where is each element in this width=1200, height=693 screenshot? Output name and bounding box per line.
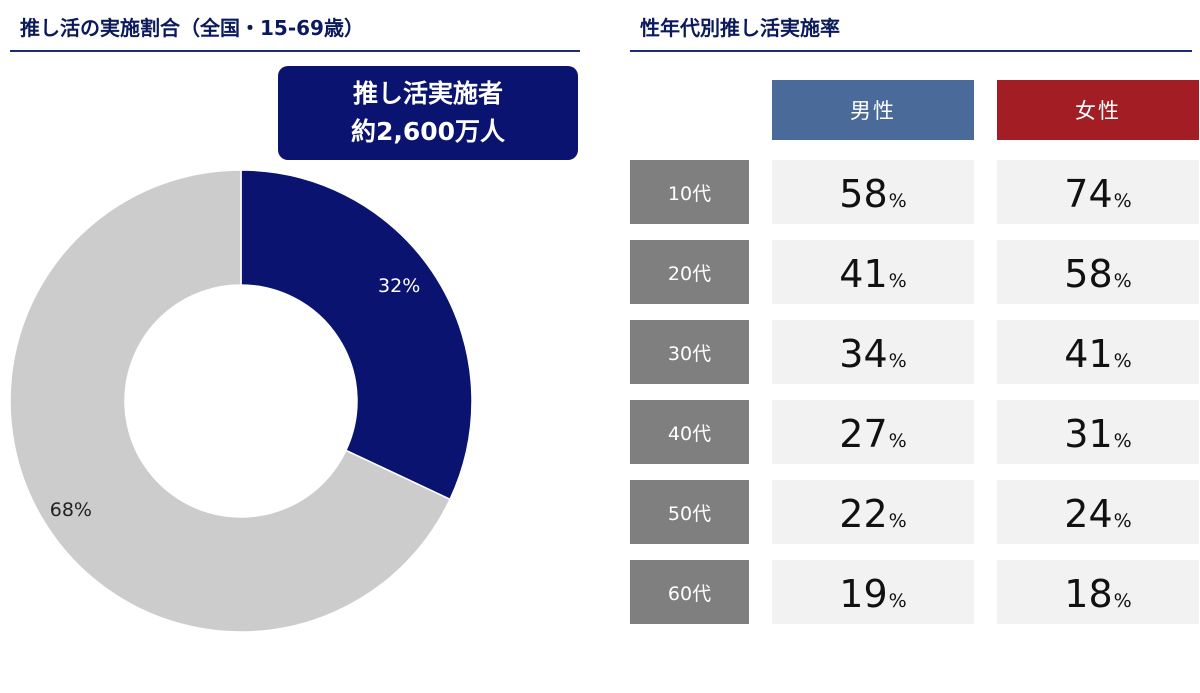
callout-line-2: 約2,600万人	[350, 117, 506, 146]
rate-value: 27	[839, 412, 888, 456]
row-label-30s: 30代	[630, 320, 749, 384]
column-header-male: 男性	[772, 80, 974, 140]
participant-callout: 推し活実施者 約2,600万人	[278, 66, 578, 160]
row-label-10s: 10代	[630, 160, 749, 224]
non-participant-slice	[9, 169, 452, 633]
male-rate-cell: 22%	[772, 480, 974, 544]
female-rate-cell: 74%	[997, 160, 1199, 224]
rate-value: 74	[1064, 172, 1113, 216]
rate-value: 41	[839, 252, 888, 296]
percent-unit: %	[888, 510, 907, 532]
rate-value: 58	[1064, 252, 1113, 296]
row-label-60s: 60代	[630, 560, 749, 624]
female-rate-cell: 24%	[997, 480, 1199, 544]
percent-unit: %	[1113, 510, 1132, 532]
donut-chart: 32% 68%	[9, 169, 473, 633]
rate-value: 18	[1064, 572, 1113, 616]
percent-unit: %	[888, 590, 907, 612]
percent-unit: %	[1113, 590, 1132, 612]
row-label-50s: 50代	[630, 480, 749, 544]
table-section-title: 性年代別推し活実施率	[640, 16, 840, 40]
female-rate-cell: 41%	[997, 320, 1199, 384]
percent-unit: %	[1113, 350, 1132, 372]
male-rate-cell: 27%	[772, 400, 974, 464]
rate-value: 22	[839, 492, 888, 536]
male-rate-cell: 41%	[772, 240, 974, 304]
rate-value: 58	[839, 172, 888, 216]
male-rate-cell: 19%	[772, 560, 974, 624]
rate-value: 19	[839, 572, 888, 616]
male-rate-cell: 34%	[772, 320, 974, 384]
female-rate-cell: 18%	[997, 560, 1199, 624]
rate-value: 24	[1064, 492, 1113, 536]
row-label-40s: 40代	[630, 400, 749, 464]
percent-unit: %	[1113, 430, 1132, 452]
column-header-female: 女性	[997, 80, 1199, 140]
percent-unit: %	[1113, 270, 1132, 292]
right-title-rule	[630, 50, 1192, 52]
female-rate-cell: 31%	[997, 400, 1199, 464]
callout-line-1: 推し活実施者	[352, 79, 503, 108]
left-title-rule	[10, 50, 580, 52]
percent-unit: %	[888, 430, 907, 452]
percent-unit: %	[888, 270, 907, 292]
row-label-20s: 20代	[630, 240, 749, 304]
percent-unit: %	[1113, 190, 1132, 212]
participant-slice-label: 32%	[378, 275, 420, 297]
rate-value: 41	[1064, 332, 1113, 376]
female-rate-cell: 58%	[997, 240, 1199, 304]
rate-value: 31	[1064, 412, 1113, 456]
percent-unit: %	[888, 350, 907, 372]
rate-value: 34	[839, 332, 888, 376]
percent-unit: %	[888, 190, 907, 212]
donut-section-title: 推し活の実施割合（全国・15-69歳）	[20, 16, 364, 40]
non-participant-slice-label: 68%	[50, 499, 92, 521]
male-rate-cell: 58%	[772, 160, 974, 224]
participant-slice	[240, 169, 473, 501]
